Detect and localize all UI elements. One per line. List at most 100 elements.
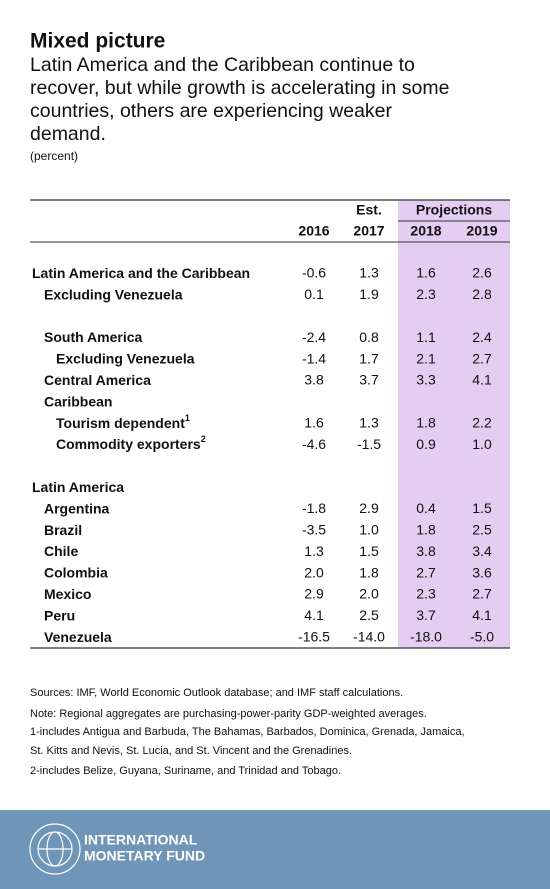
cell-value: 1.7 [359, 350, 379, 366]
cell-value: 4.1 [304, 607, 324, 623]
cell-value: 3.8 [304, 372, 324, 388]
cell-value: 0.9 [416, 436, 436, 452]
cell-value: -1.8 [302, 500, 326, 516]
cell-value: 1.3 [359, 415, 379, 431]
cell-value: -5.0 [470, 629, 494, 645]
cell-value: -0.6 [302, 265, 326, 281]
cell-value: -18.0 [410, 629, 442, 645]
cell-value: 1.8 [416, 522, 436, 538]
org-name: INTERNATIONAL [84, 832, 198, 848]
row-label: Venezuela [44, 629, 112, 645]
row-label: Brazil [44, 522, 82, 538]
note: Note: Regional aggregates are purchasing… [30, 708, 427, 720]
cell-value: 1.0 [472, 436, 492, 452]
cell-value: 2.7 [472, 350, 492, 366]
cell-value: 2.2 [472, 415, 492, 431]
year-header: 2017 [353, 223, 384, 239]
cell-value: -14.0 [353, 629, 385, 645]
cell-value: 2.9 [359, 500, 379, 516]
cell-value: -2.4 [302, 329, 326, 345]
subtitle-line: demand. [30, 123, 106, 145]
row-label: Colombia [44, 564, 108, 580]
cell-value: 2.3 [416, 586, 436, 602]
cell-value: 1.5 [359, 543, 379, 559]
subtitle-line: recover, but while growth is acceleratin… [30, 77, 449, 99]
cell-value: 1.6 [416, 265, 436, 281]
cell-value: 1.5 [472, 500, 492, 516]
cell-value: 3.3 [416, 372, 436, 388]
cell-value: 4.1 [472, 607, 492, 623]
subtitle-line: countries, others are experiencing weake… [30, 100, 393, 122]
projections-band [398, 200, 510, 648]
cell-value: 3.7 [359, 372, 379, 388]
row-label: Excluding Venezuela [44, 286, 183, 302]
note: Sources: IMF, World Economic Outlook dat… [30, 687, 403, 699]
cell-value: 1.8 [416, 415, 436, 431]
cell-value: 0.8 [359, 329, 379, 345]
cell-value: 2.1 [416, 350, 436, 366]
row-label-text: Caribbean [44, 393, 112, 409]
unit: (percent) [30, 149, 78, 163]
row-label: Argentina [44, 500, 110, 516]
row-label-text: Venezuela [44, 629, 112, 645]
row-label-text: Central America [44, 372, 151, 388]
cell-value: 1.3 [359, 265, 379, 281]
row-label-text: Colombia [44, 564, 108, 580]
row-label-text: Latin America [32, 479, 124, 495]
note: 2-includes Belize, Guyana, Suriname, and… [30, 765, 341, 777]
cell-value: 2.3 [416, 286, 436, 302]
footer-band [0, 810, 550, 889]
cell-value: 3.4 [472, 543, 492, 559]
cell-value: 2.5 [359, 607, 379, 623]
cell-value: 2.7 [472, 586, 492, 602]
footnote-mark: 1 [185, 413, 190, 423]
cell-value: 1.1 [416, 329, 436, 345]
row-label-text: Mexico [44, 586, 91, 602]
row-label: Excluding Venezuela [56, 350, 195, 366]
row-label-text: Excluding Venezuela [44, 286, 183, 302]
cell-value: 2.8 [472, 286, 492, 302]
row-label: Tourism dependent1 [56, 413, 190, 430]
row-label: Central America [44, 372, 151, 388]
title: Mixed picture [30, 30, 165, 53]
projections-label: Projections [416, 202, 492, 218]
note: 1-includes Antigua and Barbuda, The Baha… [30, 726, 465, 738]
cell-value: -16.5 [298, 629, 330, 645]
year-header: 2019 [466, 223, 497, 239]
cell-value: 2.5 [472, 522, 492, 538]
row-label: Latin America [32, 479, 124, 495]
cell-value: 1.0 [359, 522, 379, 538]
cell-value: 0.4 [416, 500, 436, 516]
cell-value: 2.0 [359, 586, 379, 602]
year-header: 2018 [410, 223, 441, 239]
cell-value: 4.1 [472, 372, 492, 388]
cell-value: -1.5 [357, 436, 381, 452]
cell-value: 2.0 [304, 564, 324, 580]
row-label-text: South America [44, 329, 142, 345]
cell-value: 2.9 [304, 586, 324, 602]
cell-value: -3.5 [302, 522, 326, 538]
cell-value: 3.8 [416, 543, 436, 559]
row-label-text: Excluding Venezuela [56, 350, 195, 366]
cell-value: 2.4 [472, 329, 492, 345]
cell-value: 3.7 [416, 607, 436, 623]
row-label: Commodity exporters2 [56, 435, 206, 452]
row-label: Mexico [44, 586, 91, 602]
note: St. Kitts and Nevis, St. Lucia, and St. … [30, 745, 352, 757]
footnote-mark: 2 [201, 435, 206, 445]
row-label: South America [44, 329, 142, 345]
row-label-text: Peru [44, 607, 75, 623]
row-label-text: Chile [44, 543, 78, 559]
cell-value: 0.1 [304, 286, 324, 302]
cell-value: 1.6 [304, 415, 324, 431]
cell-value: 2.7 [416, 564, 436, 580]
cell-value: -1.4 [302, 350, 326, 366]
row-label: Latin America and the Caribbean [32, 265, 250, 281]
cell-value: 1.9 [359, 286, 379, 302]
cell-value: -4.6 [302, 436, 326, 452]
row-label-text: Brazil [44, 522, 82, 538]
imf-logo [29, 823, 81, 875]
est-label: Est. [356, 202, 382, 218]
row-label: Chile [44, 543, 78, 559]
